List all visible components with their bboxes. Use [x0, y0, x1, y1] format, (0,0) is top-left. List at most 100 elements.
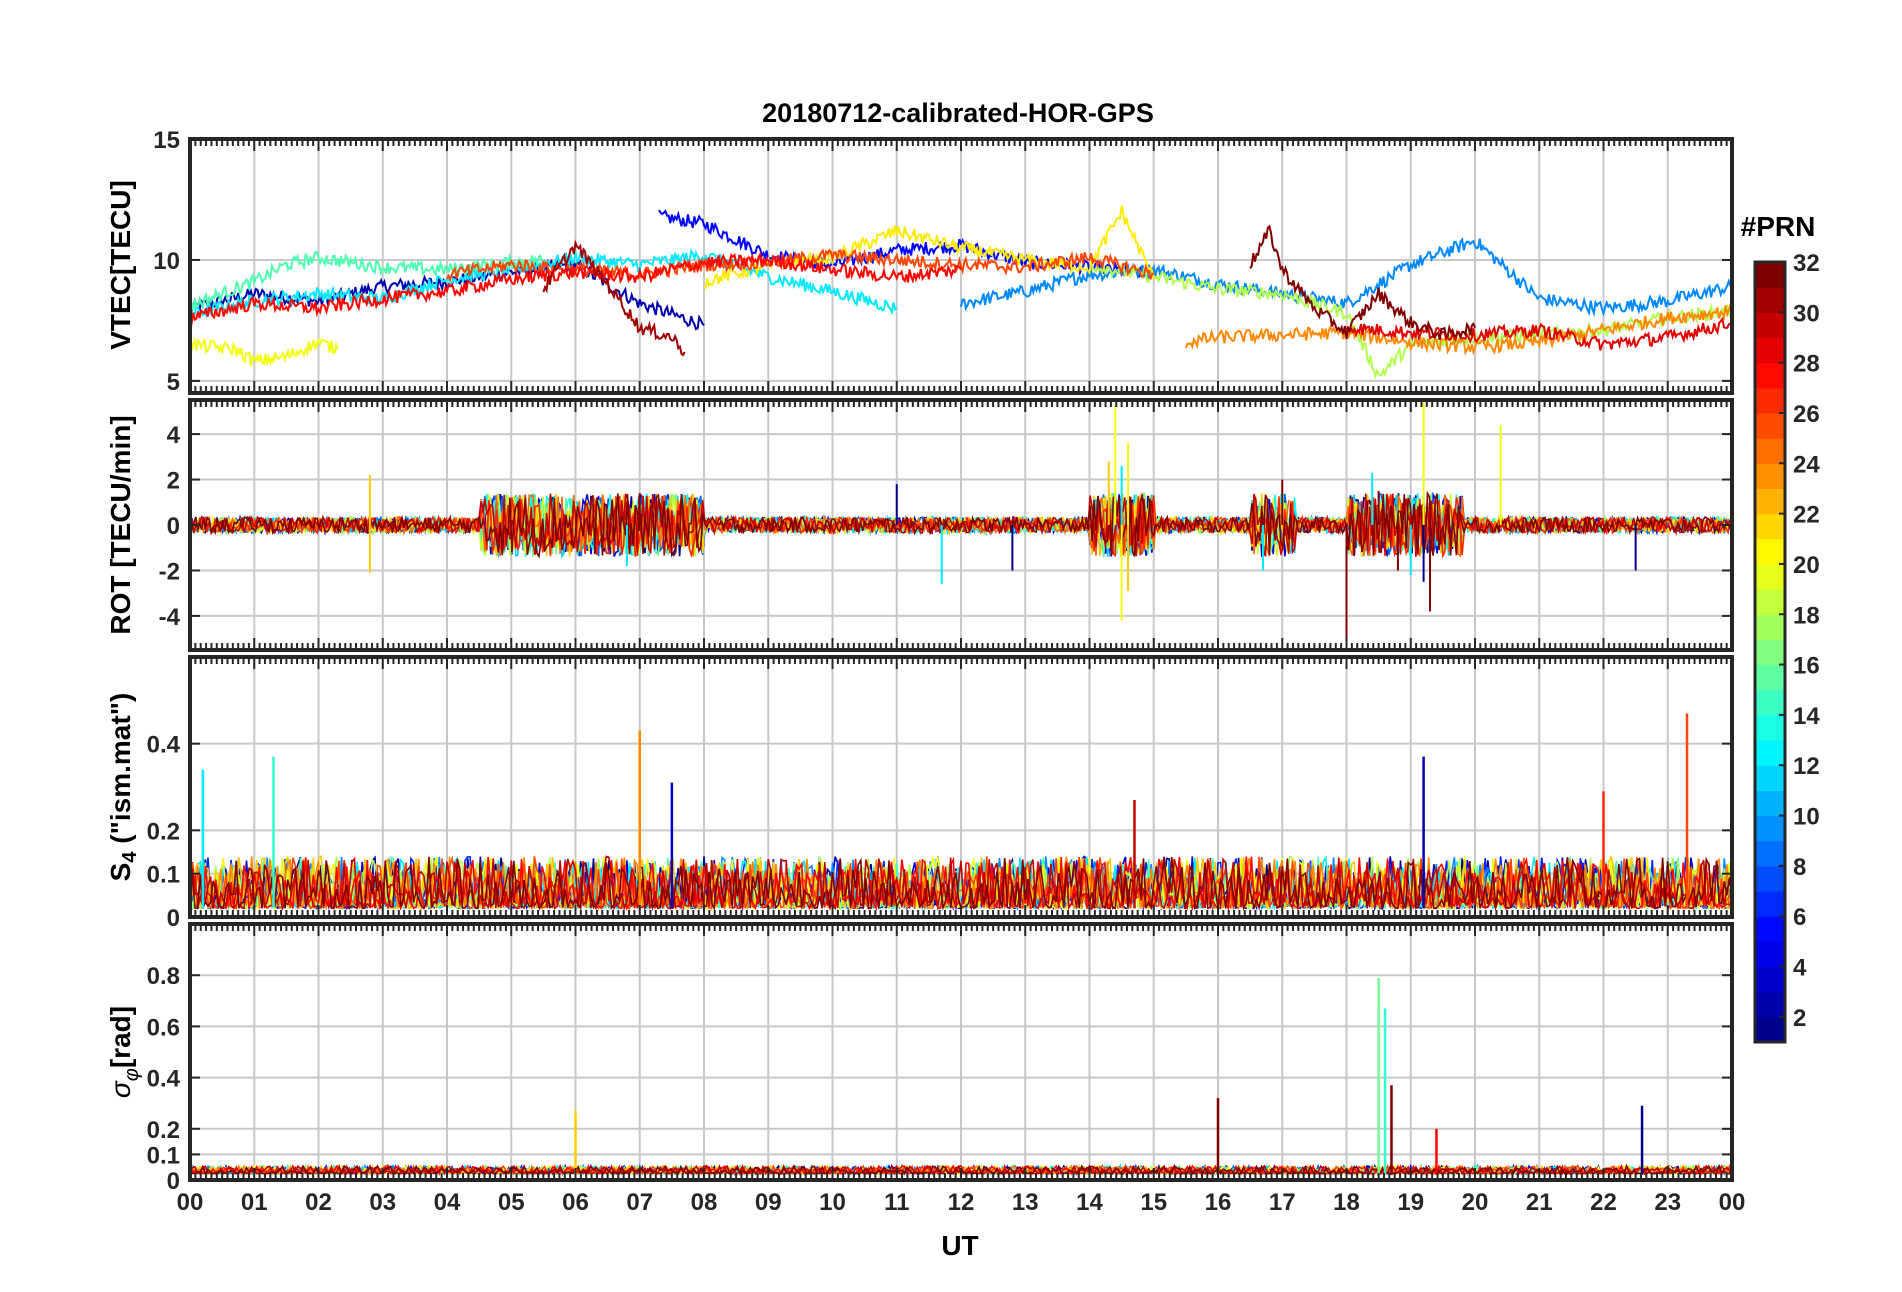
x-tick-label: 02 [305, 1189, 332, 1216]
vtec-series-prn20 [190, 337, 339, 367]
x-tick-label: 22 [1590, 1189, 1617, 1216]
colorbar-segment [1755, 412, 1785, 439]
x-tick-label: 18 [1333, 1189, 1360, 1216]
panel-sigma: 00.10.20.40.60.8σφ[rad] [105, 922, 1734, 1195]
colorbar-segment [1755, 689, 1785, 716]
vtec-series-prn28 [190, 251, 962, 327]
colorbar-segment [1755, 589, 1785, 615]
y-tick-label: 0.2 [147, 1117, 180, 1144]
y-axis-title: ROT [TECU/min] [105, 415, 136, 634]
x-tick-label: 06 [562, 1189, 589, 1216]
colorbar-tick-label: 20 [1793, 552, 1820, 579]
y-axis-title: S4 ("ism.mat") [105, 693, 141, 882]
colorbar-segment [1755, 463, 1785, 490]
colorbar-segment [1755, 513, 1785, 540]
x-tick-label: 00 [177, 1189, 204, 1216]
rot-series-prn32 [190, 490, 1731, 559]
colorbar-segment [1755, 765, 1785, 791]
colorbar-tick-label: 4 [1793, 955, 1807, 982]
x-tick-label: 07 [626, 1189, 653, 1216]
colorbar-segment [1755, 563, 1785, 590]
colorbar-segment [1755, 362, 1785, 389]
y-axis-title-rest: [rad] [105, 1006, 136, 1068]
rot-series-prn30 [190, 493, 1731, 557]
x-tick-label: 21 [1526, 1189, 1553, 1216]
x-ticks [189, 924, 1733, 1180]
colorbar-segment [1755, 664, 1785, 691]
colorbar-tick-label: 22 [1793, 502, 1820, 529]
colorbar-segment [1755, 815, 1785, 842]
grid [190, 657, 1732, 917]
colorbar-segment [1755, 262, 1785, 288]
colorbar-segment [1755, 916, 1785, 942]
x-tick-label: 12 [948, 1189, 975, 1216]
y-tick-labels: -4 -2 0 2 4 [159, 422, 1732, 631]
vtec-series-prn9 [960, 237, 1732, 318]
colorbar-segment [1755, 538, 1785, 565]
colorbar-segment [1755, 740, 1785, 766]
colorbar-tick-label: 14 [1793, 703, 1820, 730]
x-tick-label: 16 [1205, 1189, 1232, 1216]
y-axis-title: σφ[rad] [105, 1006, 143, 1098]
colorbar-tick-label: 18 [1793, 602, 1820, 629]
colorbar-segment [1755, 387, 1785, 414]
grid [190, 924, 1732, 1180]
y-tick-label: 0 [167, 513, 180, 540]
colorbar-label: #PRN [1741, 211, 1816, 242]
y-axis-subscript: φ [121, 1068, 143, 1081]
y-tick-label: 5 [167, 369, 180, 396]
colorbar-tick-label: 24 [1793, 451, 1820, 478]
colorbar-tick-label: 2 [1793, 1005, 1806, 1032]
y-tick-label: 2 [167, 468, 180, 495]
colorbar-segment [1755, 337, 1785, 364]
x-ticks [189, 139, 1733, 393]
x-tick-label: 05 [498, 1189, 525, 1216]
vtec-series-prn32 [1249, 224, 1476, 341]
colorbar-segment [1755, 790, 1785, 817]
vtec-series-prn12 [190, 248, 898, 319]
y-axis-sigma: σ [105, 1080, 136, 1098]
data-layer [190, 205, 1732, 380]
vtec-series-prn24 [1184, 300, 1732, 356]
colorbar-segment [1755, 714, 1785, 741]
colorbar-tick-label: 16 [1793, 653, 1820, 680]
x-tick-label: 14 [1076, 1189, 1103, 1216]
y-axis-title-rest: ("ism.mat") [105, 693, 136, 852]
colorbar-segment [1755, 312, 1785, 339]
colorbar-segment [1755, 966, 1785, 993]
colorbar-segment [1755, 287, 1785, 313]
colorbar-tick-label: 28 [1793, 351, 1820, 378]
y-axis-title: VTEC[TECU] [105, 180, 136, 350]
y-tick-label: 0.2 [147, 818, 180, 845]
chart-title: 20180712-calibrated-HOR-GPS [762, 98, 1154, 128]
y-tick-labels: 5 10 15 [153, 127, 1732, 396]
colorbar-tick-label: 12 [1793, 753, 1820, 780]
x-tick-label: 13 [1012, 1189, 1039, 1216]
x-tick-label: 15 [1140, 1189, 1167, 1216]
y-tick-label: 0.4 [147, 1066, 181, 1093]
x-axis-title: UT [941, 1230, 978, 1261]
colorbar-segment [1755, 639, 1785, 666]
y-tick-label: -2 [159, 558, 180, 585]
colorbar-segment [1755, 614, 1785, 641]
x-tick-label: 04 [434, 1189, 461, 1216]
y-tick-labels: 00.10.2 0.4 0.6 0.8 [147, 963, 1732, 1195]
x-tick-label: 17 [1269, 1189, 1296, 1216]
colorbar-tick-label: 26 [1793, 401, 1820, 428]
y-tick-label: -4 [159, 604, 181, 631]
x-tick-label: 01 [241, 1189, 268, 1216]
x-tick-label: 23 [1654, 1189, 1681, 1216]
vtec-series-prn31 [542, 239, 686, 357]
x-tick-label: 09 [755, 1189, 782, 1216]
colorbar-frame [1753, 260, 1787, 1044]
x-ticks [189, 657, 1733, 917]
colorbar-segment [1755, 1016, 1785, 1043]
colorbar-tick-label: 32 [1793, 250, 1820, 277]
y-tick-label: 10 [153, 248, 180, 275]
colorbar-segment [1755, 488, 1785, 515]
y-tick-label: 0.8 [147, 963, 180, 990]
panel-rot: -4 -2 0 2 4 ROT [TECU/min] [105, 398, 1734, 652]
colorbar-segment [1755, 438, 1785, 464]
